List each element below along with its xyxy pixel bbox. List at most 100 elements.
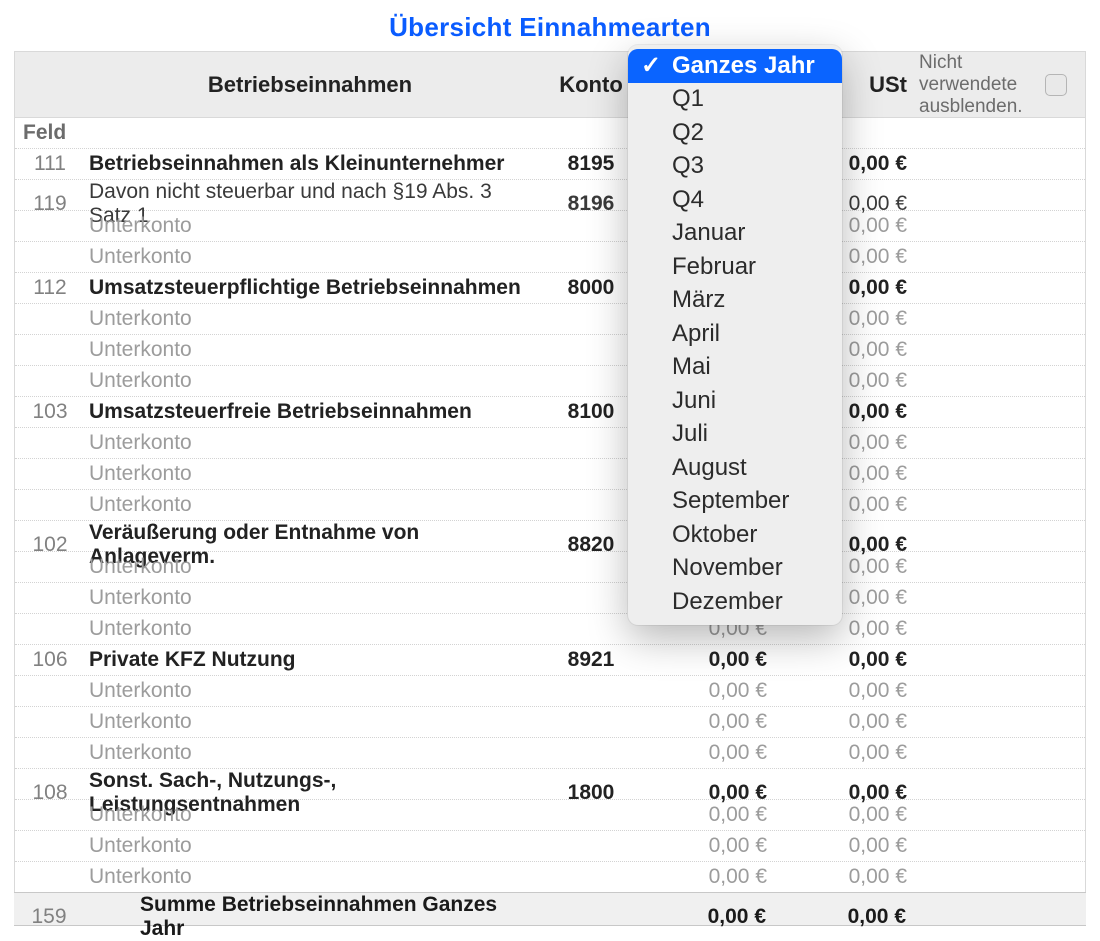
income-row[interactable]: 108Sonst. Sach-, Nutzungs-, Leistungsent… (15, 768, 1085, 799)
period-option-label: Februar (672, 253, 756, 281)
sub-account-row[interactable]: Unterkonto0,00 € (15, 334, 1085, 365)
row-amount: 0,00 € (647, 648, 773, 672)
period-option[interactable]: November (628, 552, 842, 586)
row-label: Unterkonto (85, 462, 535, 486)
sub-account-row[interactable]: Unterkonto0,00 € (15, 582, 1085, 613)
income-row[interactable]: 106Private KFZ Nutzung89210,00 €0,00 € (15, 644, 1085, 675)
row-amount: 0,00 € (647, 865, 773, 889)
period-option[interactable]: Q1 (628, 83, 842, 117)
period-option[interactable]: Q3 (628, 150, 842, 184)
row-ust: 0,00 € (773, 781, 913, 805)
row-ust: 0,00 € (773, 648, 913, 672)
period-option[interactable]: April (628, 317, 842, 351)
sub-account-row[interactable]: Unterkonto0,00 € (15, 489, 1085, 520)
period-option[interactable]: März (628, 284, 842, 318)
period-option[interactable]: September (628, 485, 842, 519)
period-option[interactable]: August (628, 451, 842, 485)
row-label: Unterkonto (85, 369, 535, 393)
row-amount: 0,00 € (647, 741, 773, 765)
period-option[interactable]: ✓Ganzes Jahr (628, 49, 842, 83)
period-option-label: August (672, 454, 747, 482)
row-feld: 102 (15, 533, 85, 557)
hide-unused-checkbox[interactable] (1045, 74, 1067, 96)
row-feld: 106 (15, 648, 85, 672)
period-option[interactable]: Q2 (628, 116, 842, 150)
row-feld: 119 (15, 192, 85, 216)
income-row[interactable]: 112Umsatzsteuerpflichtige Betriebseinnah… (15, 272, 1085, 303)
sum-row: 159 Summe Betriebseinnahmen Ganzes Jahr … (14, 892, 1086, 926)
period-option-label: März (672, 286, 725, 314)
period-option-label: Q4 (672, 186, 704, 214)
row-feld: 112 (15, 276, 85, 300)
income-row[interactable]: 103Umsatzsteuerfreie Betriebseinnahmen81… (15, 396, 1085, 427)
row-label: Unterkonto (85, 338, 535, 362)
row-ust: 0,00 € (773, 741, 913, 765)
period-option-label: Juli (672, 420, 708, 448)
sum-amount: 0,00 € (646, 905, 772, 929)
sub-account-row[interactable]: Unterkonto0,00 € (15, 427, 1085, 458)
period-option-label: Mai (672, 353, 711, 381)
row-label: Unterkonto (85, 586, 535, 610)
period-option-label: Q2 (672, 119, 704, 147)
row-ust: 0,00 € (773, 834, 913, 858)
income-row[interactable]: 119Davon nicht steuerbar und nach §19 Ab… (15, 179, 1085, 210)
income-row[interactable]: 102Veräußerung oder Entnahme von Anlagev… (15, 520, 1085, 551)
row-label: Umsatzsteuerpflichtige Betriebseinnahmen (85, 276, 535, 300)
row-amount: 0,00 € (647, 679, 773, 703)
sub-account-row[interactable]: Unterkonto0,00 € (15, 365, 1085, 396)
period-option[interactable]: Januar (628, 217, 842, 251)
row-amount: 0,00 € (647, 803, 773, 827)
income-row[interactable]: 111Betriebseinnahmen als Kleinunternehme… (15, 148, 1085, 179)
feld-header-row: Feld (15, 118, 1085, 148)
sum-label: Summe Betriebseinnahmen Ganzes Jahr (84, 893, 534, 941)
sub-account-row[interactable]: Unterkonto0,00 €0,00 € (15, 675, 1085, 706)
period-dropdown[interactable]: ✓Ganzes JahrQ1 Q2 Q3Q4 JanuarFebruar März Apr… (628, 45, 842, 625)
period-option[interactable]: Dezember (628, 585, 842, 619)
row-label: Unterkonto (85, 741, 535, 765)
sub-account-row[interactable]: Unterkonto 0,00 €0,00 € (15, 830, 1085, 861)
row-ust: 0,00 € (773, 679, 913, 703)
row-ust: 0,00 € (773, 803, 913, 827)
period-option[interactable]: Juni (628, 384, 842, 418)
sub-account-row[interactable]: Unterkonto 0,00 €0,00 € (15, 861, 1085, 892)
period-option-label: Juni (672, 387, 716, 415)
period-option[interactable]: Februar (628, 250, 842, 284)
row-label: Unterkonto (85, 865, 535, 889)
period-option[interactable]: Q4 (628, 183, 842, 217)
period-option-label: Oktober (672, 521, 757, 549)
period-option[interactable]: Juli (628, 418, 842, 452)
row-label: Unterkonto (85, 245, 535, 269)
sum-feld: 159 (14, 905, 84, 929)
row-label: Unterkonto (85, 710, 535, 734)
hide-unused-option[interactable]: Nicht verwendete ausblenden. (913, 52, 1085, 118)
period-option-label: Dezember (672, 588, 783, 616)
row-label: Unterkonto (85, 555, 535, 579)
feld-header-label: Feld (15, 121, 535, 145)
period-option[interactable]: Oktober (628, 518, 842, 552)
row-label: Unterkonto (85, 617, 535, 641)
row-label: Private KFZ Nutzung (85, 648, 535, 672)
row-label: Unterkonto (85, 431, 535, 455)
page-root: { "title": "Übersicht Einnahmearten", "h… (0, 0, 1100, 938)
row-amount: 0,00 € (647, 781, 773, 805)
period-option[interactable]: Mai (628, 351, 842, 385)
row-label: Umsatzsteuerfreie Betriebseinnahmen (85, 400, 535, 424)
sub-account-row[interactable]: Unterkonto0,00 € (15, 458, 1085, 489)
row-feld: 103 (15, 400, 85, 424)
sub-account-row[interactable]: Unterkonto0,00 €0,00 € (15, 706, 1085, 737)
sub-account-row[interactable]: Unterkonto0,00 €0,00 € (15, 613, 1085, 644)
header-label: Betriebseinnahmen (85, 72, 535, 98)
row-feld: 111 (15, 152, 85, 176)
sub-account-row[interactable]: Unterkonto0,00 € (15, 241, 1085, 272)
period-option-label: April (672, 320, 720, 348)
period-option-label: November (672, 554, 783, 582)
row-label: Unterkonto (85, 834, 535, 858)
sub-account-row[interactable]: Unterkonto0,00 € (15, 303, 1085, 334)
page-title: Übersicht Einnahmearten (0, 12, 1100, 43)
row-amount: 0,00 € (647, 834, 773, 858)
period-option-label: Ganzes Jahr (672, 52, 815, 80)
period-option-label: Q1 (672, 85, 704, 113)
row-ust: 0,00 € (773, 865, 913, 889)
sub-account-row[interactable]: Unterkonto 0,00 €0,00 € (15, 737, 1085, 768)
row-amount: 0,00 € (647, 710, 773, 734)
